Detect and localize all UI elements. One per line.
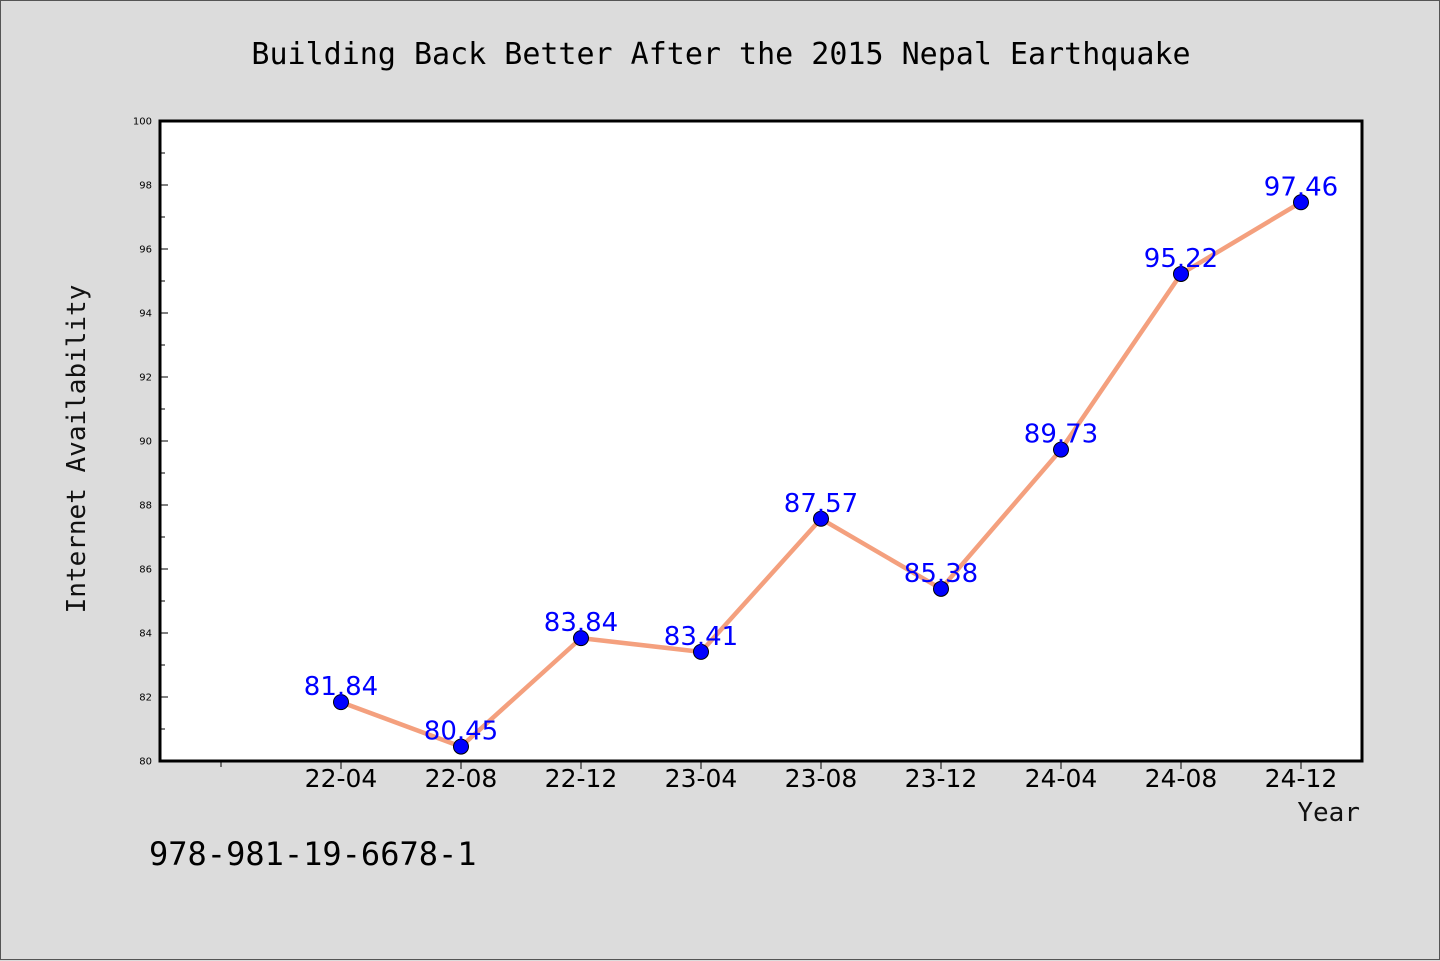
isbn-footnote: 978-981-19-6678-1 bbox=[149, 835, 477, 873]
x-tick-label: 22-04 bbox=[305, 764, 378, 793]
y-tick-label: 82 bbox=[139, 693, 152, 704]
x-tick-label: 22-12 bbox=[545, 764, 618, 793]
data-label: 89.73 bbox=[1024, 420, 1098, 450]
data-point bbox=[1053, 441, 1069, 458]
x-tick-label: 24-08 bbox=[1145, 764, 1218, 793]
x-tick-label: 23-12 bbox=[905, 764, 978, 793]
y-tick-label: 88 bbox=[139, 501, 152, 512]
y-axis-title: Internet Availability bbox=[62, 285, 92, 614]
data-point bbox=[1293, 194, 1309, 211]
data-point bbox=[933, 580, 949, 597]
y-axis: 80 82 84 86 88 90 92 94 96 98 100 bbox=[133, 117, 168, 768]
x-axis-title: Year bbox=[1297, 798, 1360, 828]
x-tick-label: 23-08 bbox=[785, 764, 858, 793]
data-label: 81.84 bbox=[304, 672, 378, 702]
y-tick-label: 100 bbox=[133, 117, 152, 128]
y-tick-label: 80 bbox=[139, 757, 152, 768]
data-point bbox=[333, 694, 349, 711]
x-tick-label: 23-04 bbox=[665, 764, 738, 793]
data-label: 83.41 bbox=[664, 622, 738, 652]
y-tick-label: 92 bbox=[139, 373, 152, 384]
plot-frame bbox=[158, 119, 1364, 763]
y-tick-label: 90 bbox=[139, 437, 152, 448]
data-label: 83.84 bbox=[544, 608, 618, 638]
data-point bbox=[453, 738, 469, 755]
x-tick-label: 24-12 bbox=[1265, 764, 1338, 793]
y-tick-label: 96 bbox=[139, 245, 152, 256]
data-label: 95.22 bbox=[1144, 244, 1218, 274]
data-point bbox=[813, 510, 829, 527]
data-label: 97.46 bbox=[1264, 172, 1338, 202]
x-tick-label: 22-08 bbox=[425, 764, 498, 793]
x-axis: 22-04 22-08 22-12 23-04 23-08 23-12 24-04 24-08… bbox=[220, 761, 1338, 793]
y-tick-label: 84 bbox=[139, 629, 152, 640]
data-point bbox=[573, 630, 589, 647]
y-tick-label: 94 bbox=[139, 309, 152, 320]
series-layer: 81.84 80.45 83.84 83.41 87.57 85.38 89.73 95.22… bbox=[304, 172, 1338, 755]
x-tick-label: 24-04 bbox=[1025, 764, 1098, 793]
y-tick-label: 98 bbox=[139, 181, 152, 192]
chart-title: Building Back Better After the 2015 Nepa… bbox=[251, 37, 1190, 72]
data-point bbox=[693, 643, 709, 660]
data-label: 80.45 bbox=[424, 717, 498, 747]
data-label: 87.57 bbox=[784, 489, 858, 519]
plot-area bbox=[160, 121, 1362, 761]
data-point bbox=[1173, 265, 1189, 282]
data-label: 85.38 bbox=[904, 559, 978, 589]
y-tick-label: 86 bbox=[139, 565, 152, 576]
